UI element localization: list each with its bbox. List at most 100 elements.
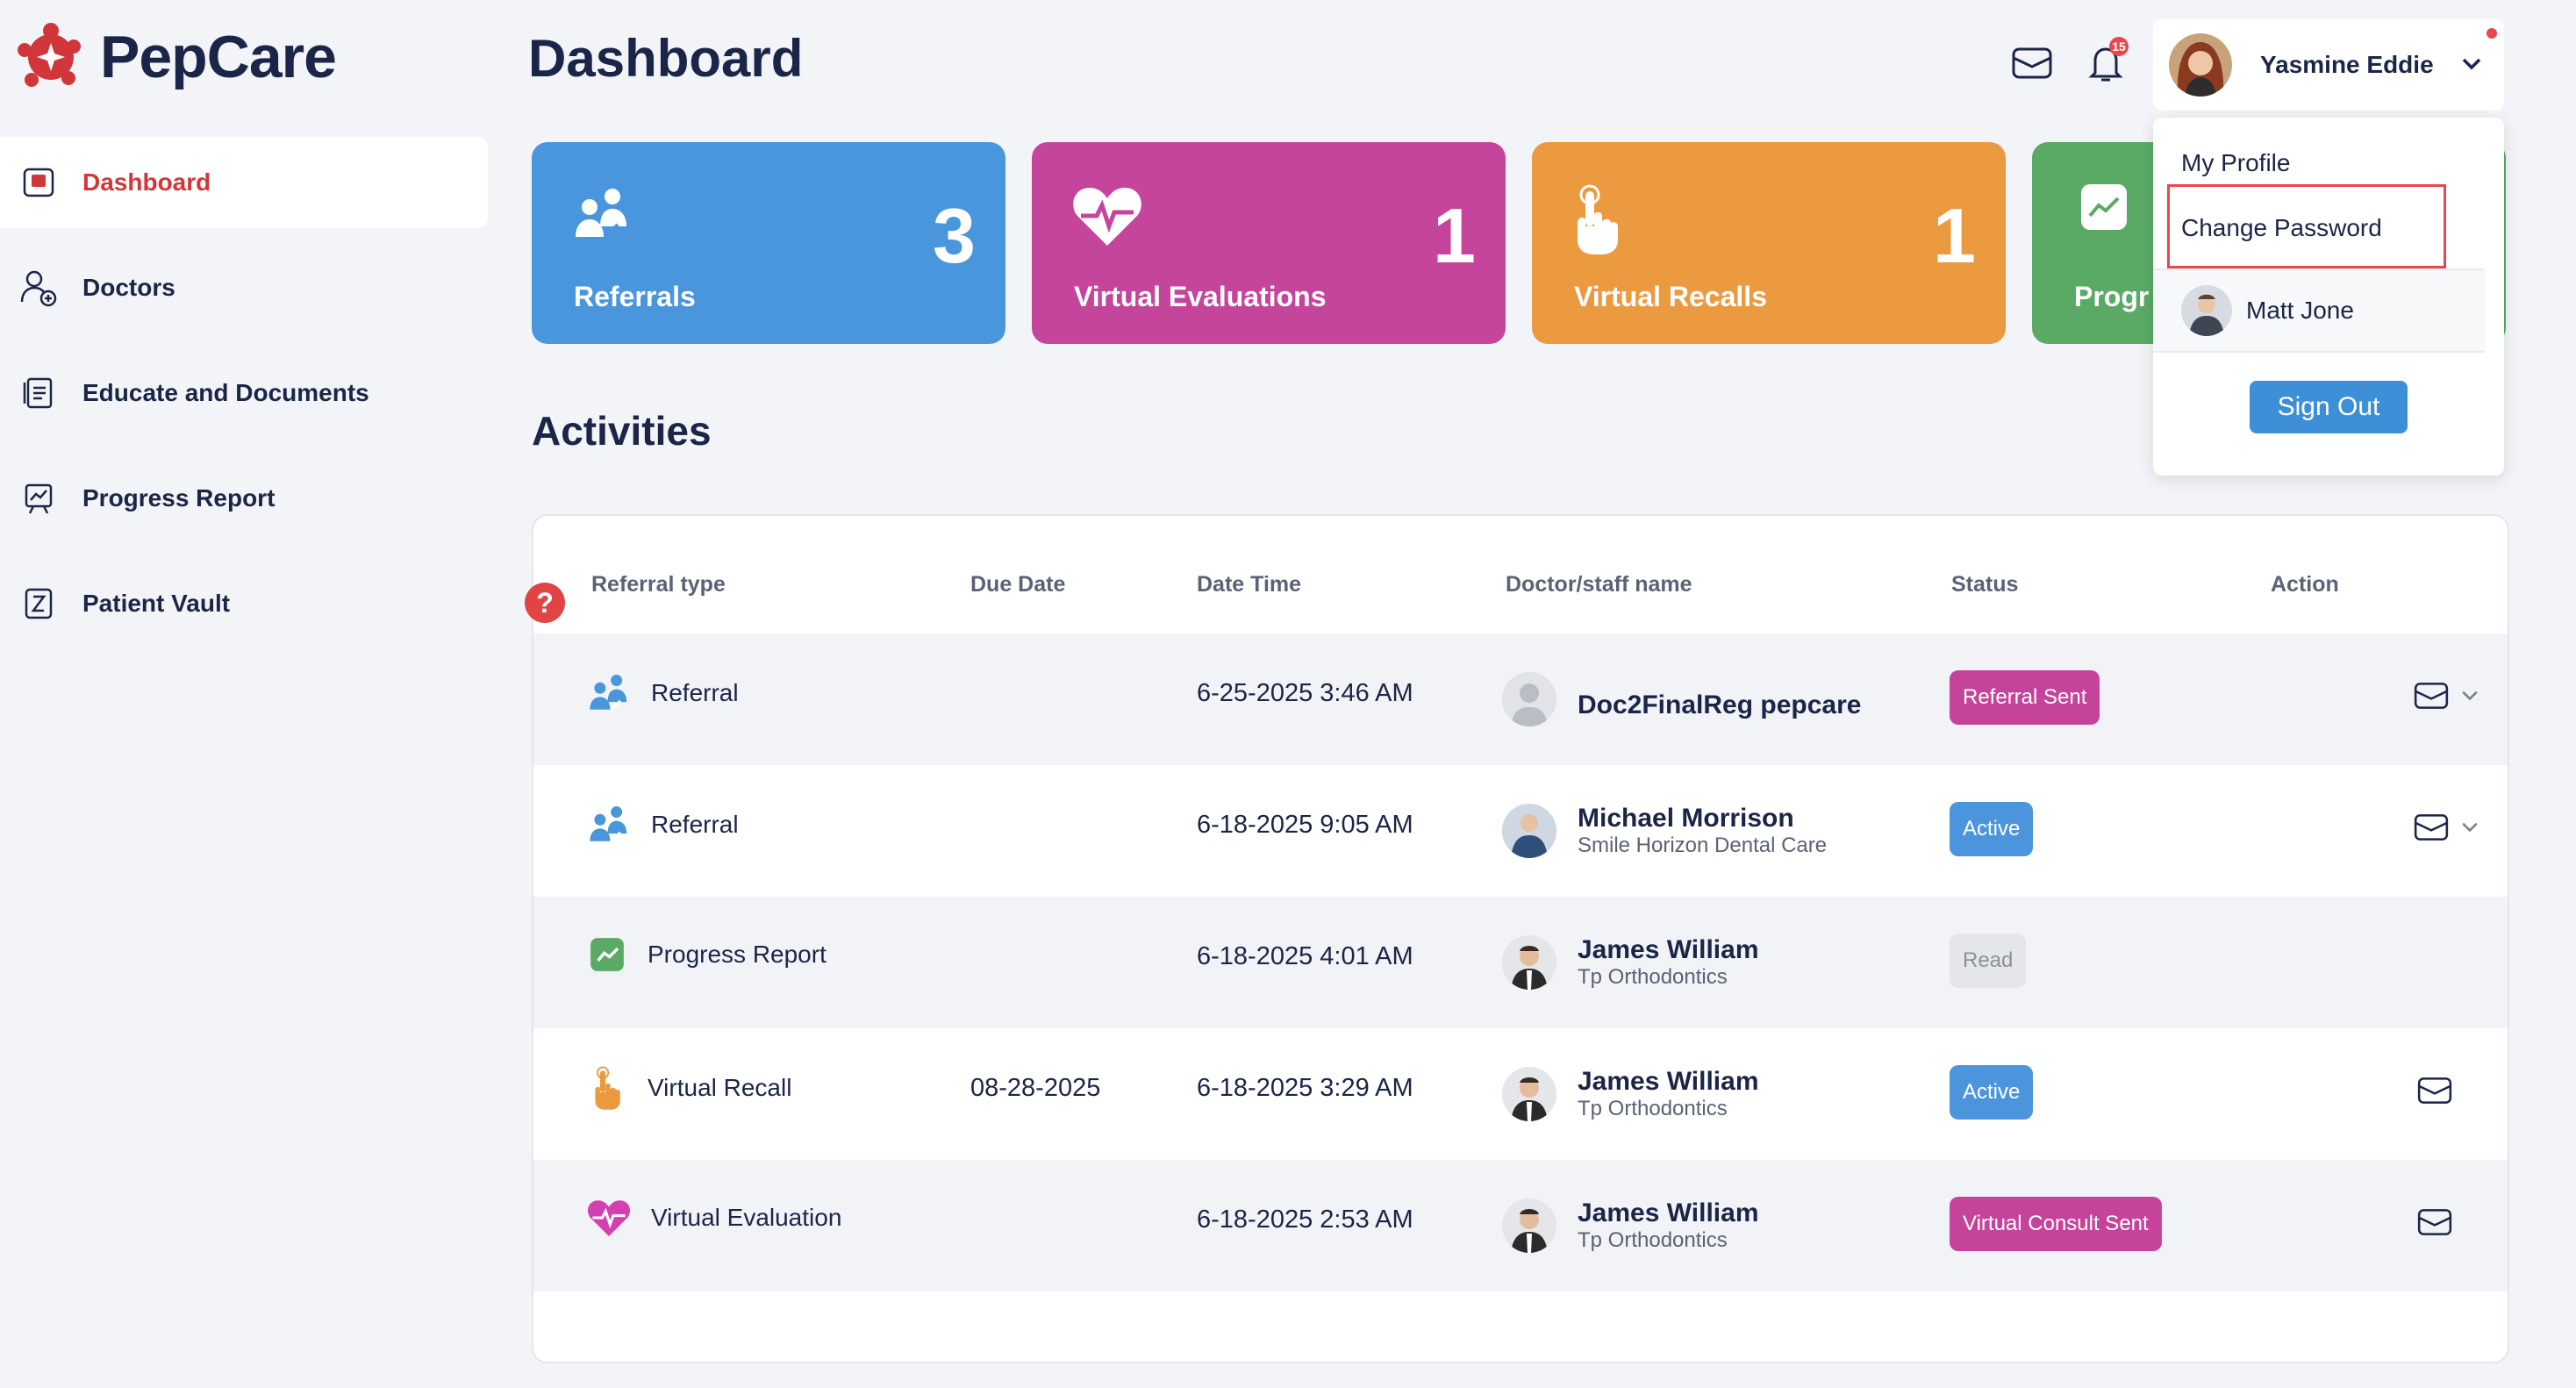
date-time: 6-18-2025 3:29 AM [1197, 1074, 1413, 1102]
change-password-menu-item[interactable]: Change Password [2181, 214, 2382, 241]
chevron-down-icon [2462, 58, 2481, 70]
user-menu-toggle[interactable]: Yasmine Eddie [2153, 19, 2504, 111]
doctor-name: James William [1578, 1067, 1759, 1096]
status-badge: Active [1950, 802, 2034, 856]
mail-icon[interactable] [2413, 681, 2450, 711]
sidebar-item-label: Progress Report [82, 484, 275, 512]
my-profile-menu-item[interactable]: My Profile [2181, 149, 2291, 176]
switch-user-item[interactable]: Matt Jone [2153, 270, 2485, 353]
avatar [1502, 1067, 1556, 1121]
sidebar-item-label: Educate and Documents [82, 379, 369, 406]
mail-icon[interactable] [2416, 1207, 2453, 1237]
mail-icon [2012, 47, 2052, 79]
page-title: Dashboard [528, 29, 804, 88]
card-virtual-recalls[interactable]: Virtual Recalls 1 [1532, 142, 2006, 344]
heartbeat-icon [587, 1200, 631, 1237]
mail-icon[interactable] [2416, 1076, 2453, 1105]
table-row[interactable]: Referral 6-18-2025 9:05 AM Michael Morri… [533, 765, 2508, 897]
highlight-box [2167, 184, 2446, 268]
card-label: Virtual Recalls [1574, 281, 1767, 312]
action-cell [2416, 1076, 2453, 1105]
sidebar-item-educate-documents[interactable]: Educate and Documents [0, 347, 488, 439]
referral-type-label: Referral [651, 811, 739, 838]
mail-icon[interactable] [2413, 812, 2450, 842]
document-icon [19, 374, 58, 412]
brand-logo[interactable]: PepCare [14, 19, 337, 95]
table-row[interactable]: Virtual Recall 08-28-2025 6-18-2025 3:29… [533, 1028, 2508, 1160]
date-time: 6-18-2025 4:01 AM [1197, 942, 1413, 970]
card-label: Progr [2074, 281, 2150, 312]
practice-name: Tp Orthodontics [1578, 1228, 1728, 1252]
activities-table: Referral type Due Date Date Time Doctor/… [532, 514, 2509, 1363]
column-header-due-date: Due Date [970, 572, 1066, 597]
chevron-down-icon[interactable] [2458, 816, 2481, 839]
card-value: 1 [1933, 192, 1976, 279]
avatar [1502, 935, 1556, 990]
doctor-name: Michael Morrison [1578, 804, 1794, 833]
avatar [2181, 285, 2232, 336]
doctor-add-icon [19, 268, 58, 307]
sidebar-item-dashboard[interactable]: Dashboard [0, 137, 488, 228]
doctor-cell: James William Tp Orthodontics [1502, 1198, 1759, 1253]
card-value: 1 [1433, 192, 1476, 279]
progress-chart-icon [590, 938, 624, 971]
user-name: Yasmine Eddie [2260, 51, 2434, 78]
sidebar-item-doctors[interactable]: Doctors [0, 242, 488, 333]
card-label: Referrals [574, 281, 696, 312]
activities-title: Activities [532, 408, 712, 454]
status-badge: Read [1950, 934, 2027, 988]
sidebar-item-label: Dashboard [82, 168, 211, 196]
table-row[interactable]: Referral 6-25-2025 3:46 AM Doc2FinalReg … [533, 633, 2508, 765]
due-date: 08-28-2025 [970, 1074, 1101, 1102]
card-label: Virtual Evaluations [1074, 281, 1327, 312]
messages-button[interactable] [2007, 39, 2057, 88]
dashboard-icon [19, 163, 58, 202]
column-header-status: Status [1951, 572, 2019, 597]
chevron-down-icon[interactable] [2458, 684, 2481, 707]
doctor-name: Doc2FinalReg pepcare [1578, 690, 1862, 719]
help-button[interactable]: ? [525, 583, 565, 623]
presence-dot [2487, 28, 2497, 39]
referral-users-icon [590, 806, 627, 842]
doctor-cell: Michael Morrison Smile Horizon Dental Ca… [1502, 804, 1827, 858]
action-cell [2416, 1207, 2453, 1237]
card-virtual-evaluations[interactable]: Virtual Evaluations 1 [1032, 142, 1506, 344]
card-referrals[interactable]: Referrals 3 [532, 142, 1005, 344]
doctor-cell: Doc2FinalReg pepcare [1502, 672, 1861, 726]
status-badge: Virtual Consult Sent [1950, 1197, 2162, 1251]
referral-users-icon [576, 189, 626, 239]
action-cell [2413, 681, 2481, 711]
bell-icon [2088, 47, 2123, 82]
avatar [1502, 804, 1556, 858]
sidebar-item-label: Doctors [82, 274, 175, 301]
practice-name: Tp Orthodontics [1578, 1097, 1728, 1120]
card-value: 3 [933, 192, 976, 279]
date-time: 6-18-2025 2:53 AM [1197, 1206, 1413, 1234]
tap-hand-icon [595, 1066, 620, 1110]
table-header: Referral type Due Date Date Time Doctor/… [533, 516, 2508, 633]
date-time: 6-18-2025 9:05 AM [1197, 811, 1413, 839]
table-row[interactable]: Progress Report 6-18-2025 4:01 AM James … [533, 897, 2508, 1028]
sidebar-item-progress-report[interactable]: Progress Report [0, 453, 488, 544]
practice-name: Smile Horizon Dental Care [1578, 834, 1828, 857]
pepcare-logo-icon [18, 23, 81, 87]
doctor-name: James William [1578, 935, 1759, 964]
doctor-name: James William [1578, 1198, 1759, 1227]
column-header-action: Action [2271, 572, 2339, 597]
referral-type-label: Referral [651, 679, 739, 706]
doctor-cell: James William Tp Orthodontics [1502, 935, 1759, 990]
chart-board-icon [19, 479, 58, 518]
tap-hand-icon [1578, 184, 1618, 254]
avatar [1502, 1198, 1556, 1253]
notification-badge: 15 [2109, 37, 2129, 56]
status-badge: Referral Sent [1950, 670, 2100, 725]
referral-type-label: Virtual Evaluation [651, 1204, 842, 1231]
referral-type-cell: Progress Report [586, 934, 826, 976]
sidebar-item-patient-vault[interactable]: Patient Vault [0, 558, 488, 649]
brand-name: PepCare [100, 24, 337, 90]
table-row[interactable]: Virtual Evaluation 6-18-2025 2:53 AM Jam… [533, 1160, 2508, 1291]
notifications-button[interactable]: 15 [2081, 37, 2130, 88]
avatar [1502, 672, 1556, 726]
sign-out-button[interactable]: Sign Out [2250, 381, 2408, 433]
status-badge: Active [1950, 1065, 2034, 1120]
